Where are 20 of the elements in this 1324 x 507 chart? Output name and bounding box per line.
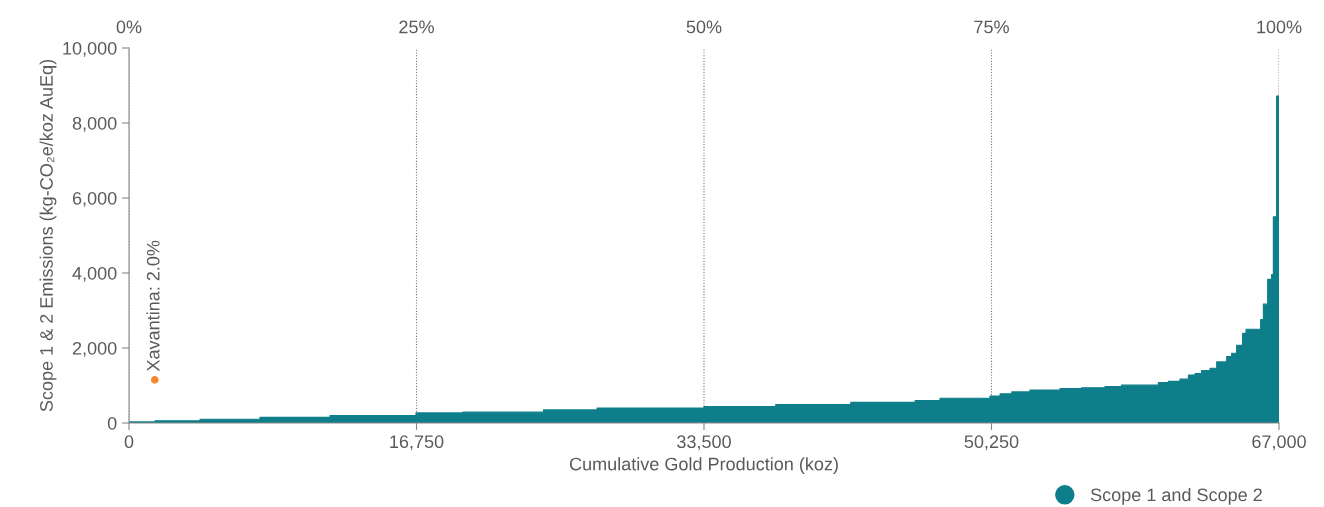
x-tick-label: 33,500	[677, 435, 731, 451]
y-tick-label: 6,000	[72, 191, 117, 207]
x-tick-label: 50,250	[964, 435, 1019, 451]
annotation: Xavantina: 2.0%	[146, 240, 160, 372]
x-axis-title: Cumulative Gold Production (koz)	[569, 457, 838, 475]
x-tick-label: 0	[124, 435, 134, 449]
x2-tick-label: 25%	[399, 20, 434, 34]
y-axis-title: Scope 1 & 2 Emissions (kg-CO₂e/koz AuEq)	[39, 60, 57, 412]
y-tick-label: 10,000	[63, 41, 117, 57]
y-tick-label: 0	[107, 416, 117, 430]
x2-tick-label: 100%	[1257, 20, 1302, 34]
x2-tick-label: 75%	[974, 20, 1009, 34]
y-tick-label: 2,000	[72, 341, 117, 357]
y-tick-label: 4,000	[72, 266, 117, 282]
x2-tick-label: 50%	[686, 20, 722, 34]
x-tick-label: 16,750	[390, 435, 444, 451]
x-tick-label: 67,000	[1252, 435, 1306, 451]
y-tick-label: 8,000	[72, 116, 117, 132]
x2-tick-label: 0%	[116, 20, 142, 34]
legend-label: Scope 1 and Scope 2	[1090, 488, 1262, 505]
